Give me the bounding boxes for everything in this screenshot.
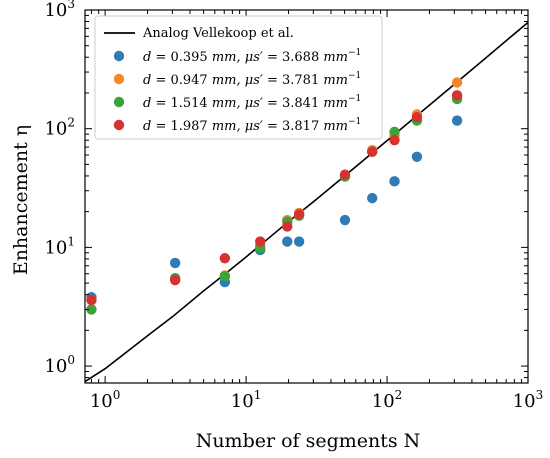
y-tick-label: 101 (44, 234, 75, 258)
legend-marker (113, 73, 125, 85)
legend-entry-label: d = 1.514 mm, μs′ = 3.841 mm−1 (143, 94, 361, 111)
x-tick-label: 103 (513, 388, 544, 412)
data-point (169, 274, 181, 286)
tick-labels: 100 101 102 103 100 101 102 103 (44, 0, 543, 412)
data-point (282, 221, 293, 232)
data-markers (86, 77, 463, 315)
legend-marker (113, 96, 125, 108)
data-point (389, 126, 400, 138)
x-axis-label: Number of segments N (196, 430, 421, 452)
legend-entry-label: d = 0.395 mm, μs′ = 3.688 mm−1 (143, 48, 361, 65)
x-tick-label: 101 (231, 388, 262, 412)
data-point (86, 304, 97, 315)
data-point (282, 236, 293, 247)
legend-marker (113, 119, 125, 131)
data-point (169, 257, 181, 269)
data-point (451, 77, 463, 88)
data-point (411, 111, 423, 123)
y-axis-label: Enhancement η (10, 125, 32, 275)
data-point (367, 146, 378, 157)
data-point (339, 214, 351, 226)
legend-marker (113, 50, 125, 62)
x-tick-label: 100 (90, 388, 121, 412)
data-point (451, 90, 463, 101)
data-point (86, 294, 97, 306)
axes (84, 9, 529, 384)
data-point (219, 271, 231, 282)
y-tick-label: 102 (44, 116, 75, 140)
data-point (451, 115, 463, 126)
legend-box (94, 15, 383, 140)
data-point (339, 169, 351, 180)
data-point (367, 192, 378, 204)
legend-line-label: Analog Vellekoop et al. (142, 26, 294, 41)
data-point (389, 134, 400, 146)
data-point (293, 236, 305, 247)
data-point (411, 151, 423, 162)
data-point (255, 236, 266, 247)
data-point (219, 253, 231, 264)
plot-frame (84, 9, 529, 384)
legend: Analog Vellekoop et al. d = 0.395 mm, μs′… (94, 15, 383, 140)
data-point (389, 176, 400, 187)
series-4 (86, 90, 463, 306)
data-point (293, 209, 305, 220)
y-tick-label: 103 (44, 0, 75, 21)
x-tick-label: 102 (372, 388, 403, 412)
legend-entry-label: d = 0.947 mm, μs′ = 3.781 mm−1 (143, 71, 361, 88)
y-tick-label: 100 (44, 353, 75, 377)
legend-entry-label: d = 1.987 mm, μs′ = 3.817 mm−1 (143, 117, 361, 134)
